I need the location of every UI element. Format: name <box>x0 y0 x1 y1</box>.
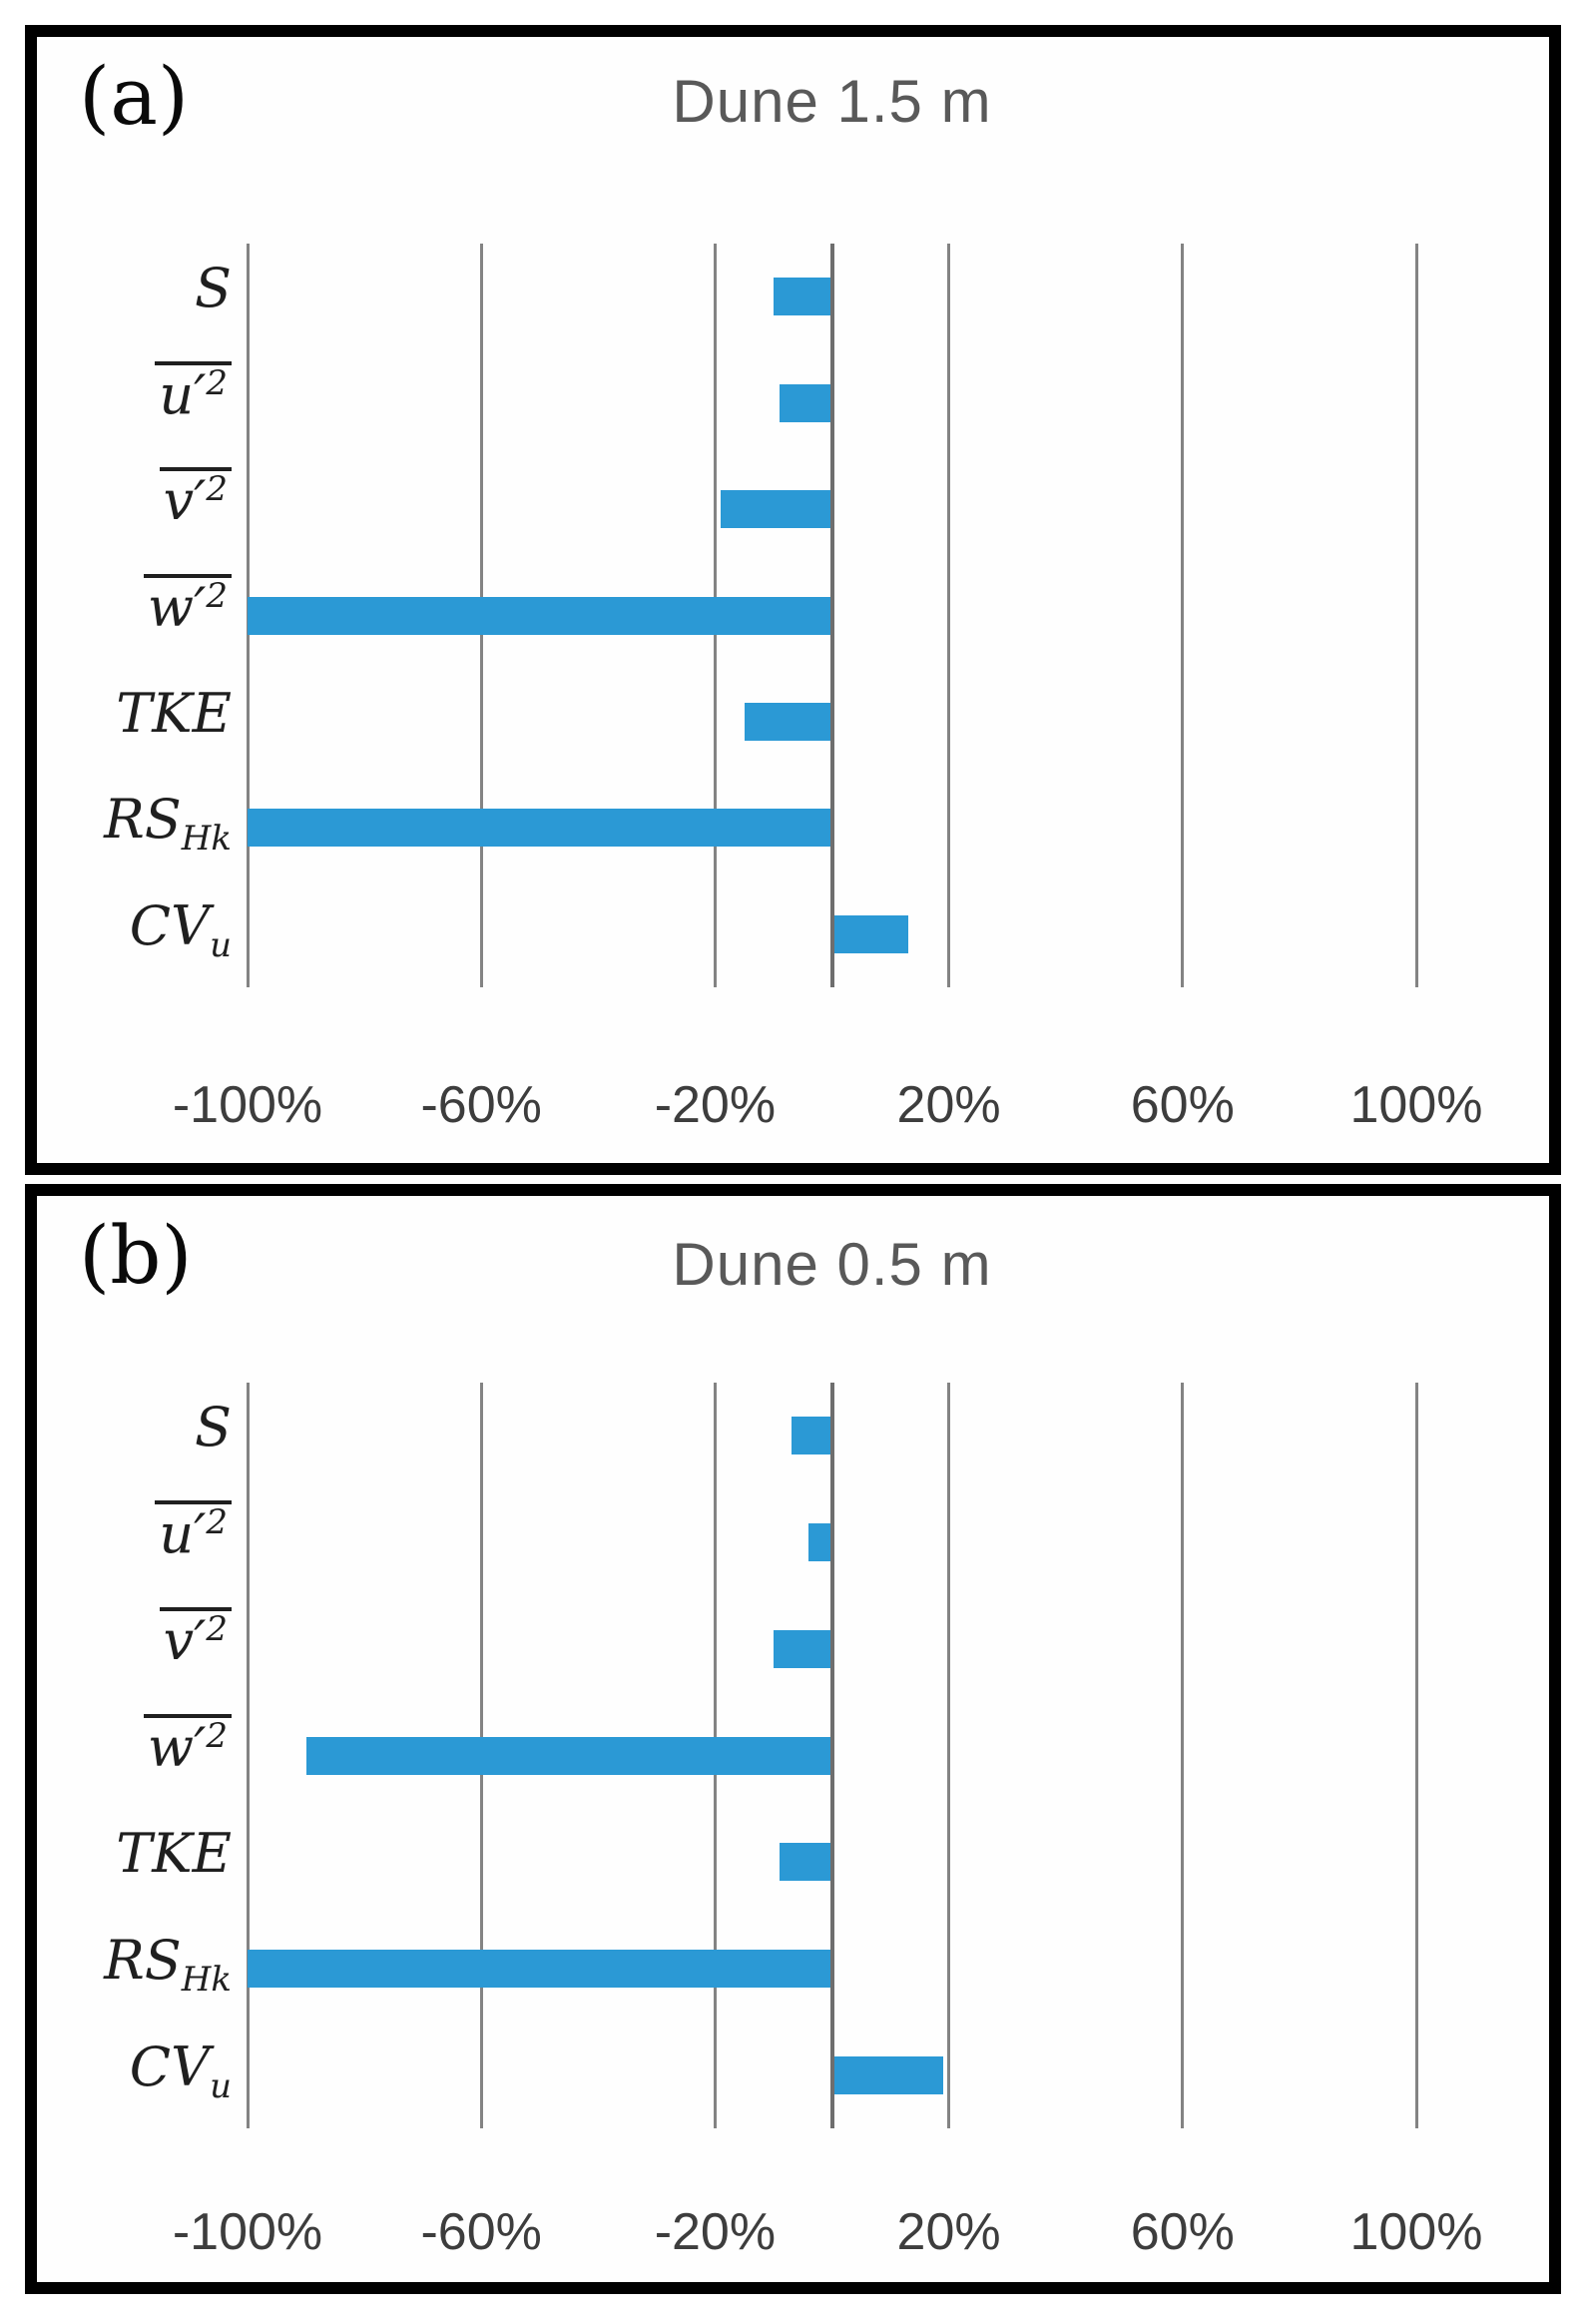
zero-axis-line <box>829 1383 834 2128</box>
x-tick-label--60: -60% <box>420 1076 542 1134</box>
bar-v2 <box>773 1629 832 1668</box>
bar-TKE <box>779 1843 832 1882</box>
bar-CV_u <box>831 914 908 953</box>
bar-CV_u <box>831 2055 943 2094</box>
chart-title: Dune 1.5 m <box>672 68 992 135</box>
bar-v2 <box>721 490 832 529</box>
panel-letter: (b) <box>79 1209 193 1302</box>
bar-w2 <box>305 1736 832 1775</box>
category-label-v2: v′2 <box>49 1605 232 1678</box>
category-label-RS_Hk: RSHk <box>104 1928 232 2000</box>
bar-S <box>773 278 832 316</box>
x-tick-label-20: 20% <box>896 1076 1001 1134</box>
gridline-100 <box>1414 244 1418 987</box>
gridline-20 <box>947 1383 951 2128</box>
x-tick-label-60: 60% <box>1130 2203 1235 2261</box>
panel-letter: (a) <box>79 50 190 143</box>
bar-RS_Hk <box>248 809 832 848</box>
bar-S <box>791 1417 832 1455</box>
category-label-S: S <box>195 257 232 320</box>
category-label-RS_Hk: RSHk <box>104 788 232 860</box>
x-tick-label--60: -60% <box>420 2203 542 2261</box>
category-label-CV_u: CVu <box>129 2034 232 2106</box>
category-label-u2: u′2 <box>49 1498 232 1571</box>
gridline-100 <box>1414 1383 1418 2128</box>
bar-TKE <box>744 702 832 741</box>
bar-w2 <box>248 596 832 635</box>
category-label-v2: v′2 <box>49 465 232 538</box>
gridline--100 <box>246 1383 250 2128</box>
x-tick-label--100: -100% <box>172 2203 323 2261</box>
plot-area <box>246 244 1418 987</box>
x-tick-label-100: 100% <box>1349 1076 1483 1134</box>
bar-RS_Hk <box>248 1949 832 1988</box>
gridline-60 <box>1181 244 1185 987</box>
category-label-S: S <box>195 1396 232 1459</box>
category-label-w2: w′2 <box>49 572 232 645</box>
bar-u2 <box>779 383 832 422</box>
gridline-20 <box>947 244 951 987</box>
zero-axis-line <box>829 244 834 987</box>
x-tick-label--100: -100% <box>172 1076 323 1134</box>
bar-u2 <box>808 1523 832 1562</box>
category-label-u2: u′2 <box>49 359 232 432</box>
plot-area <box>246 1383 1418 2128</box>
x-tick-label--20: -20% <box>654 1076 777 1134</box>
gridline-60 <box>1181 1383 1185 2128</box>
category-label-TKE: TKE <box>116 681 232 745</box>
category-label-w2: w′2 <box>49 1712 232 1785</box>
chart-title: Dune 0.5 m <box>672 1231 992 1298</box>
category-label-TKE: TKE <box>116 1822 232 1886</box>
x-tick-label--20: -20% <box>654 2203 777 2261</box>
x-tick-label-100: 100% <box>1349 2203 1483 2261</box>
x-tick-label-20: 20% <box>896 2203 1001 2261</box>
x-tick-label-60: 60% <box>1130 1076 1235 1134</box>
category-label-CV_u: CVu <box>129 893 232 965</box>
